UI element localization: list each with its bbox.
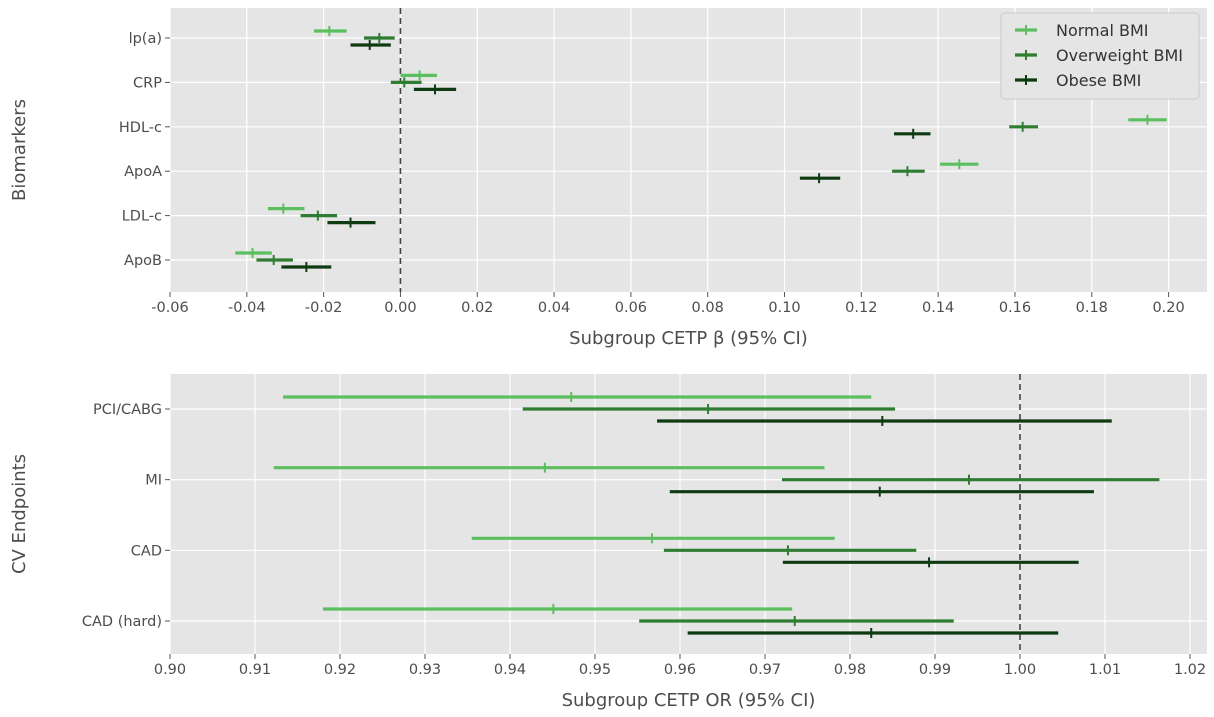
legend-label: Obese BMI [1056, 71, 1141, 90]
x-tick-label: 0.06 [615, 300, 647, 316]
x-tick-label: 0.16 [999, 300, 1031, 316]
x-tick-label: 0.93 [409, 662, 441, 678]
x-tick-label: 0.90 [154, 662, 186, 678]
y-tick-label: lp(a) [129, 31, 162, 47]
x-tick-label: 0.94 [494, 662, 526, 678]
legend-label: Overweight BMI [1056, 46, 1183, 65]
y-tick-label: MI [145, 473, 162, 489]
x-tick-label: 1.01 [1089, 662, 1121, 678]
x-tick-label: 0.12 [845, 300, 877, 316]
x-tick-label: 0.95 [579, 662, 611, 678]
x-tick-label: 0.91 [239, 662, 271, 678]
legend: Normal BMI Overweight BMI Obese BMI [1000, 12, 1200, 100]
x-tick-label: 0.92 [324, 662, 356, 678]
x-tick-label: 0.08 [692, 300, 724, 316]
y-tick-label: ApoB [124, 253, 162, 269]
legend-frame [1000, 12, 1200, 100]
y-tick-label: CAD [131, 543, 162, 559]
x-tick-label: 0.14 [922, 300, 954, 316]
x-tick-label: 1.02 [1174, 662, 1206, 678]
x-tick-label: 0.18 [1076, 300, 1108, 316]
x-tick-label: 0.99 [919, 662, 951, 678]
y-tick-label: ApoA [124, 164, 162, 180]
x-tick-label: 0.98 [834, 662, 866, 678]
chart-panel-2: 0.90 0.91 0.92 0.93 0.94 0.95 0.96 0.97 0.98 0.99… [9, 374, 1207, 711]
x-tick-label: 1.00 [1004, 662, 1036, 678]
x-tick-label: 0.20 [1152, 300, 1184, 316]
x-tick-label: 0.00 [384, 300, 416, 316]
y-tick-label: CAD (hard) [82, 614, 162, 630]
legend-label: Normal BMI [1056, 21, 1148, 40]
x-tick-label: 0.02 [461, 300, 493, 316]
y-axis-title: CV Endpoints [9, 454, 30, 574]
y-axis-title: Biomarkers [9, 99, 30, 201]
plot-area [170, 374, 1207, 654]
x-tick-label: 0.10 [768, 300, 800, 316]
y-tick-label: CRP [133, 75, 162, 91]
x-axis-title: Subgroup CETP β (95% CI) [569, 328, 808, 349]
x-tick-label: 0.04 [538, 300, 570, 316]
x-tick-label: -0.06 [151, 300, 189, 316]
x-tick-label: 0.97 [749, 662, 781, 678]
x-tick-label: 0.96 [664, 662, 696, 678]
x-axis-title: Subgroup CETP OR (95% CI) [562, 690, 816, 711]
x-tick-label: -0.02 [305, 300, 343, 316]
x-tick-label: -0.04 [228, 300, 266, 316]
y-tick-label: LDL-c [122, 209, 162, 225]
y-tick-label: HDL-c [119, 120, 162, 136]
y-tick-label: PCI/CABG [93, 402, 162, 418]
